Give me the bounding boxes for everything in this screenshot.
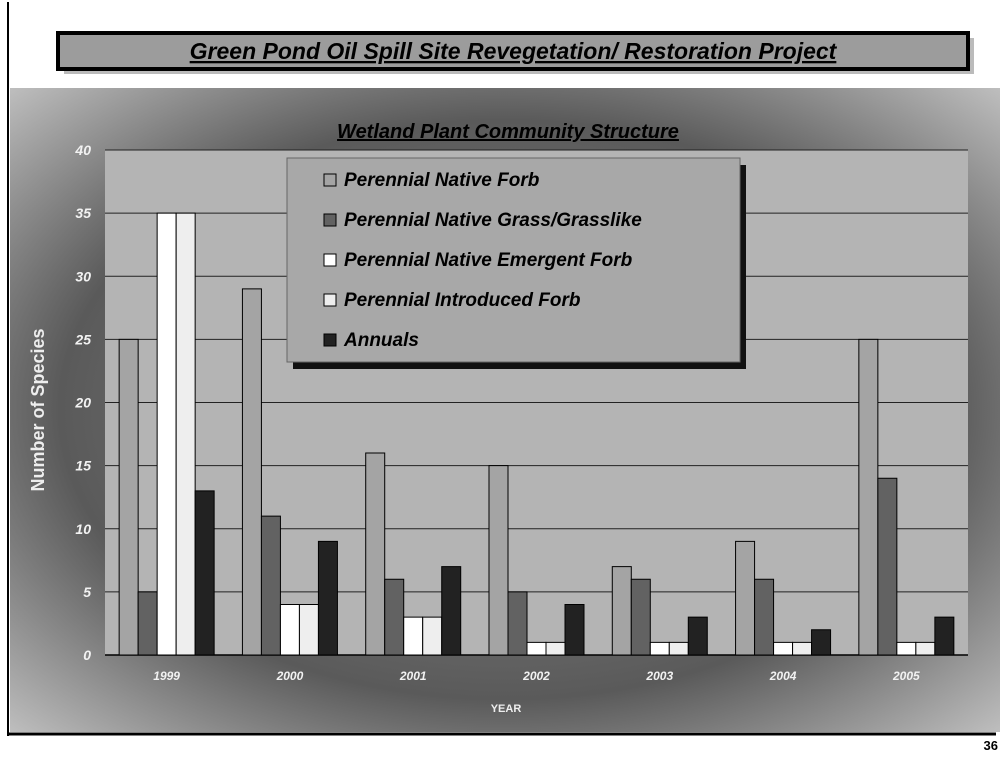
x-tick-label: 2005 [892,669,920,683]
chart-title: Wetland Plant Community Structure [337,121,679,143]
y-tick-label: 40 [74,142,91,158]
x-tick-label: 2004 [769,669,797,683]
bar [649,641,670,656]
x-axis-label: YEAR [491,703,522,715]
page-number: 36 [984,738,998,753]
legend-label: Annuals [343,330,419,351]
chart: 0 5 10 15 20 25 30 35 40 1999 2000 2001 2002 2003 2004… [74,142,968,683]
bar [630,578,651,656]
bar [545,641,566,656]
bar [488,465,509,656]
bar [194,490,215,656]
bar [317,540,338,656]
bar [792,641,813,656]
bar [915,641,936,656]
legend-swatch [323,213,337,227]
legend-swatch [323,173,337,187]
y-tick-label: 15 [75,458,91,474]
bar [564,604,585,656]
x-tick-label: 2000 [276,669,304,683]
y-axis-label: Number of Species [28,328,48,491]
y-tick-label: 30 [75,268,91,284]
bar [526,641,547,656]
bar [298,604,319,656]
legend-swatch [323,293,337,307]
x-tick-label: 1999 [153,669,180,683]
legend-swatch [323,333,337,347]
bar [441,566,462,656]
y-tick-label: 5 [83,584,91,600]
legend-label: Perennial Introduced Forb [344,290,581,311]
y-tick-label: 10 [75,521,91,537]
bar [811,629,832,656]
x-tick-label: 2001 [399,669,427,683]
bar [896,641,917,656]
legend-label: Perennial Native Forb [344,170,540,191]
y-tick-label: 25 [74,331,91,347]
bar [773,641,794,656]
bar [241,288,262,656]
x-tick-label: 2002 [522,669,550,683]
bar [611,566,632,656]
bar [858,338,879,656]
legend-label: Perennial Native Emergent Forb [344,250,633,271]
bar [279,604,300,656]
y-tick-label: 20 [74,395,91,411]
bar [735,540,756,656]
x-tick-label: 2003 [645,669,673,683]
legend-label: Perennial Native Grass/Grasslike [344,210,642,231]
bar [384,578,405,656]
bar [422,616,443,656]
bar [507,591,528,656]
legend [286,157,741,363]
slide-title: Green Pond Oil Spill Site Revegetation/ … [190,38,838,64]
bar [877,477,898,656]
bar [156,212,177,656]
banner [56,31,970,71]
bar [175,212,196,656]
bar [260,515,281,656]
bar [403,616,424,656]
bar [365,452,386,656]
bar [934,616,955,656]
y-tick-label: 0 [83,647,91,663]
y-tick-label: 35 [75,205,91,221]
bar [137,591,158,656]
bar [118,338,139,656]
bar [668,641,689,656]
bar [687,616,708,656]
bar [754,578,775,656]
legend-swatch [323,253,337,267]
